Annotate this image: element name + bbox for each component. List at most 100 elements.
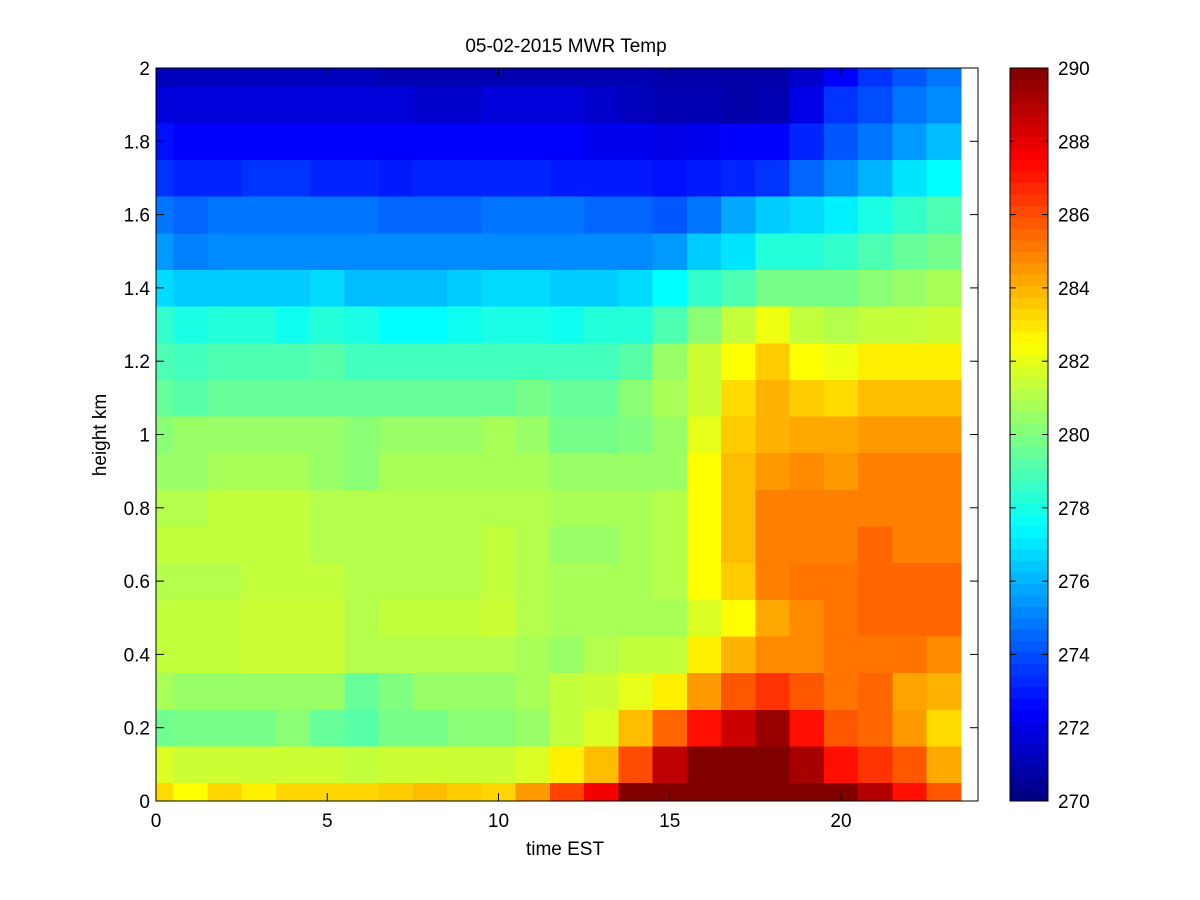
heatmap-cell <box>549 672 585 710</box>
heatmap-cell <box>823 489 859 527</box>
heatmap-cell <box>344 672 380 710</box>
heatmap-cell <box>686 416 722 454</box>
heatmap-cell <box>515 86 551 124</box>
heatmap-cell <box>686 342 722 380</box>
heatmap-cell <box>686 306 722 344</box>
heatmap-cell <box>310 672 345 710</box>
heatmap-cell <box>652 269 688 307</box>
heatmap-cell <box>755 269 791 307</box>
heatmap-cell <box>584 196 619 234</box>
heatmap-cell <box>549 86 585 124</box>
heatmap-cell <box>721 159 756 197</box>
heatmap-cell <box>156 269 174 307</box>
heatmap-cell <box>858 159 893 197</box>
heatmap-cell <box>207 232 243 270</box>
heatmap-cell <box>549 416 585 454</box>
colorbar-segment <box>1010 193 1048 206</box>
heatmap-cell <box>858 416 893 454</box>
heatmap-cell <box>858 86 893 124</box>
colorbar-segment <box>1010 594 1048 607</box>
heatmap-cell <box>618 489 654 527</box>
heatmap-cell <box>344 489 380 527</box>
heatmap-cell <box>652 599 688 637</box>
heatmap-cell <box>549 122 585 161</box>
heatmap-cell <box>481 489 517 527</box>
heatmap-cell <box>310 489 345 527</box>
heatmap-cell <box>310 562 345 600</box>
heatmap-cell <box>584 342 619 380</box>
heatmap-cell <box>926 342 962 380</box>
heatmap-cell <box>892 489 928 527</box>
heatmap-cell <box>344 306 380 344</box>
heatmap-cell <box>823 746 859 784</box>
heatmap-cell <box>207 746 243 784</box>
heatmap-cell <box>515 379 551 417</box>
heatmap-cell <box>858 709 893 747</box>
heatmap-cell <box>378 672 414 710</box>
heatmap-cell <box>173 342 208 380</box>
y-tick-label: 0.4 <box>124 645 151 666</box>
heatmap-cell <box>549 342 585 380</box>
heatmap-cell <box>412 636 448 674</box>
heatmap-cell <box>858 526 893 564</box>
heatmap-cell <box>275 746 311 784</box>
heatmap-cell <box>584 86 619 124</box>
heatmap-cell <box>447 782 482 802</box>
heatmap-cell <box>926 159 962 197</box>
x-tick-label: 20 <box>830 811 851 832</box>
heatmap-cell <box>275 709 311 747</box>
x-tick-label: 5 <box>322 811 333 832</box>
colorbar-segment <box>1010 205 1048 218</box>
heatmap-cell <box>652 636 688 674</box>
heatmap-cell <box>447 306 482 344</box>
heatmap-cell <box>412 379 448 417</box>
heatmap-cell <box>584 709 619 747</box>
heatmap-cell <box>721 746 756 784</box>
heatmap-cell <box>481 86 517 124</box>
heatmap-cell <box>926 379 962 417</box>
heatmap-cell <box>755 746 791 784</box>
heatmap-cell <box>549 599 585 637</box>
heatmap-cell <box>789 342 825 380</box>
heatmap-cell <box>926 599 962 637</box>
heatmap-cell <box>241 709 277 747</box>
heatmap-cell <box>275 342 311 380</box>
heatmap-cell <box>412 782 448 802</box>
heatmap-cell <box>173 672 208 710</box>
heatmap-cell <box>275 86 311 124</box>
heatmap-cell <box>755 452 791 490</box>
heatmap-cell <box>755 599 791 637</box>
heatmap-cell <box>310 86 345 124</box>
heatmap-cell <box>858 306 893 344</box>
heatmap-cell <box>892 709 928 747</box>
heatmap-cell <box>584 416 619 454</box>
heatmap-cell <box>378 269 414 307</box>
heatmap-cell <box>412 452 448 490</box>
heatmap-cell <box>686 379 722 417</box>
heatmap-cell <box>686 159 722 197</box>
heatmap-cell <box>515 709 551 747</box>
heatmap-cell <box>789 452 825 490</box>
heatmap-cell <box>755 196 791 234</box>
heatmap-cell <box>275 379 311 417</box>
colorbar-tick-label: 286 <box>1058 206 1090 227</box>
heatmap-cell <box>310 636 345 674</box>
chart-title: 05-02-2015 MWR Temp <box>465 36 666 57</box>
heatmap-cell <box>618 196 654 234</box>
colorbar-segment <box>1010 365 1048 378</box>
heatmap-cell <box>721 86 756 124</box>
colorbar-segment <box>1010 388 1048 401</box>
heatmap-cell <box>618 379 654 417</box>
colorbar-segment <box>1010 583 1048 596</box>
heatmap-cell <box>618 159 654 197</box>
heatmap-cell <box>310 782 345 802</box>
x-tick-label: 0 <box>151 811 162 832</box>
heatmap-cell <box>652 232 688 270</box>
heatmap-cell <box>275 672 311 710</box>
heatmap-cell <box>892 159 928 197</box>
heatmap-cell <box>207 489 243 527</box>
heatmap-cell <box>344 599 380 637</box>
heatmap-cell <box>241 526 277 564</box>
heatmap-cell <box>481 232 517 270</box>
heatmap-cell <box>755 122 791 161</box>
